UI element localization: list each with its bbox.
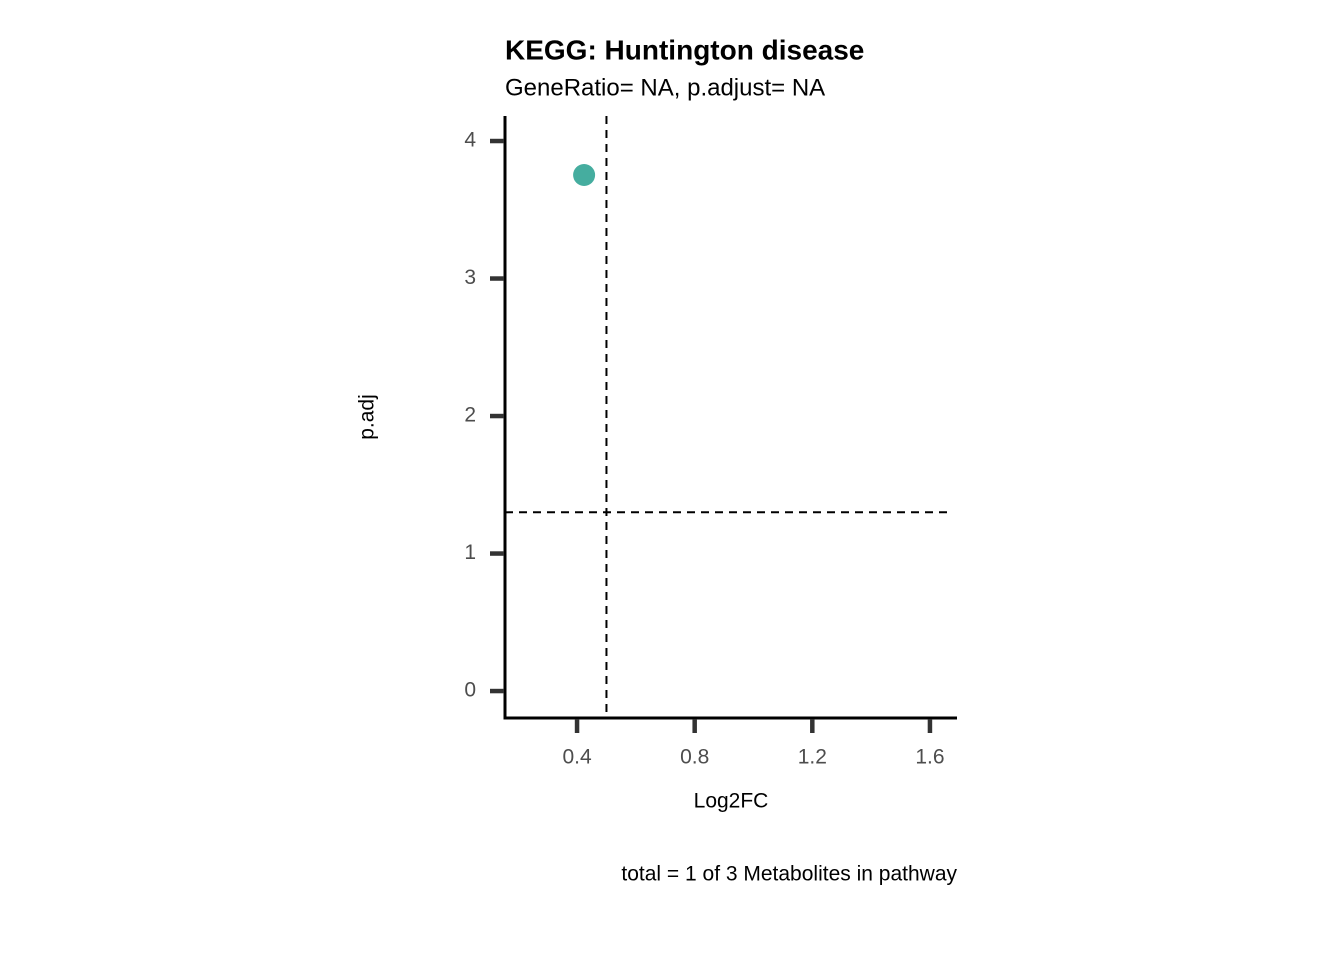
chart-title: KEGG: Huntington disease: [505, 34, 864, 65]
x-tick-label: 1.6: [915, 746, 944, 769]
chart-subtitle: GeneRatio= NA, p.adjust= NA: [505, 74, 825, 101]
x-axis-title: Log2FC: [694, 790, 769, 813]
x-tick-label: 0.4: [562, 746, 592, 769]
x-tick-label: 0.8: [680, 746, 709, 769]
y-axis-title: p.adj: [356, 394, 379, 440]
y-tick-label: 0: [464, 679, 476, 702]
y-tick-label: 4: [464, 129, 476, 152]
x-tick-label: 1.2: [798, 746, 827, 769]
caption: total = 1 of 3 Metabolites in pathway: [621, 863, 957, 886]
y-tick-label: 1: [464, 541, 476, 564]
y-tick-label: 2: [464, 404, 476, 427]
y-tick-label: 3: [464, 266, 476, 289]
data-point: [573, 163, 596, 186]
